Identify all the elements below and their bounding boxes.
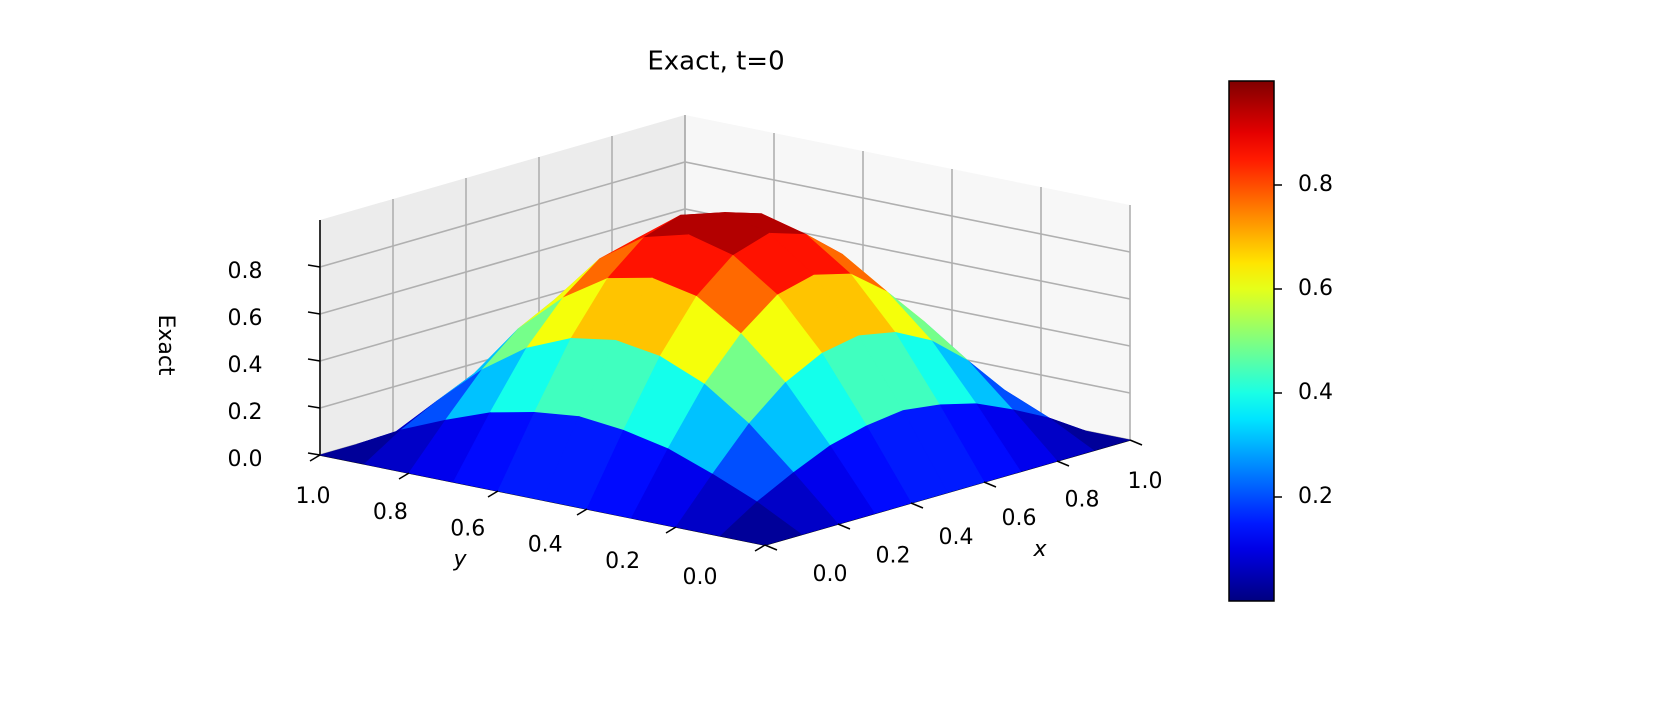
x-tick-label: 1.0 bbox=[1128, 469, 1163, 494]
colorbar-tick-label: 0.8 bbox=[1298, 172, 1333, 197]
x-tick bbox=[910, 502, 924, 509]
x-tick-label: 0.4 bbox=[939, 525, 974, 550]
x-tick-label: 0.6 bbox=[1002, 506, 1037, 531]
y-tick-label: 0.8 bbox=[373, 500, 408, 525]
x-tick bbox=[983, 481, 997, 488]
colorbar-tick-label: 0.6 bbox=[1298, 276, 1333, 301]
y-tick bbox=[754, 544, 766, 552]
x-tick bbox=[837, 523, 851, 530]
x-axis-label: x bbox=[1032, 537, 1047, 562]
x-tick-label: 0.8 bbox=[1065, 488, 1100, 513]
y-tick bbox=[398, 472, 410, 480]
y-tick bbox=[665, 526, 677, 534]
x-tick bbox=[1056, 460, 1070, 467]
colorbar-tick-label: 0.2 bbox=[1298, 484, 1333, 509]
grid-line bbox=[319, 208, 1131, 315]
y-tick-label: 1.0 bbox=[296, 484, 331, 509]
y-axis-label: y bbox=[452, 547, 467, 572]
x-tick bbox=[764, 544, 778, 551]
z-tick-label: 0.2 bbox=[228, 400, 263, 425]
y-tick-label: 0.4 bbox=[528, 533, 563, 558]
surface-patch bbox=[719, 501, 803, 546]
x-tick bbox=[1129, 439, 1143, 446]
z-tick-label: 0.6 bbox=[228, 306, 263, 331]
colorbar bbox=[1228, 80, 1275, 602]
z-axis-label: Exact bbox=[153, 314, 178, 375]
y-tick-label: 0.0 bbox=[683, 565, 718, 590]
chart-title: Exact, t=0 bbox=[647, 47, 784, 77]
y-tick-label: 0.2 bbox=[605, 549, 640, 574]
y-tick bbox=[576, 508, 588, 516]
y-tick bbox=[309, 454, 321, 462]
z-tick bbox=[307, 311, 321, 315]
x-tick-label: 0.2 bbox=[876, 543, 911, 568]
z-tick-label: 0.4 bbox=[228, 353, 263, 378]
z-tick bbox=[307, 452, 321, 456]
grid-line bbox=[319, 161, 1131, 268]
z-tick-label: 0.8 bbox=[228, 259, 263, 284]
z-tick-label: 0.0 bbox=[228, 447, 263, 472]
colorbar-tick-label: 0.4 bbox=[1298, 380, 1333, 405]
z-tick bbox=[307, 264, 321, 268]
y-tick-label: 0.6 bbox=[450, 516, 485, 541]
x-tick-label: 0.0 bbox=[813, 562, 848, 587]
z-tick bbox=[307, 405, 321, 409]
y-tick bbox=[487, 490, 499, 498]
z-tick bbox=[307, 358, 321, 362]
